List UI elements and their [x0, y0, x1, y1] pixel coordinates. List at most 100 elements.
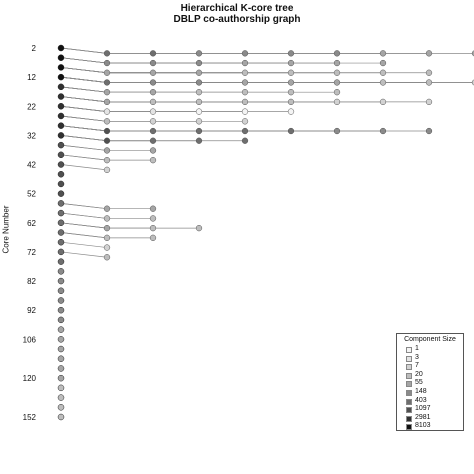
spine-node — [57, 277, 65, 285]
tree-node — [103, 166, 111, 174]
legend-item: 1 — [397, 345, 463, 354]
y-tick-label: 106 — [23, 335, 37, 344]
edge — [60, 251, 108, 258]
tree-node — [241, 127, 249, 135]
spine-node — [57, 268, 65, 275]
tree-node — [195, 79, 203, 86]
legend-swatch — [406, 381, 412, 388]
legend-label: 1 — [415, 345, 419, 352]
spine-node — [57, 112, 65, 120]
chart-subtitle: DBLP co-authorship graph — [173, 14, 301, 25]
edges-layer — [60, 47, 474, 258]
tree-node — [195, 69, 203, 76]
spine-node — [57, 404, 65, 411]
spine-node — [57, 132, 65, 139]
tree-node — [149, 118, 157, 125]
edge — [60, 241, 108, 248]
edge — [60, 154, 108, 161]
tree-node — [333, 69, 341, 76]
legend-swatch — [406, 372, 412, 379]
spine-node — [57, 209, 65, 217]
legend-swatch — [406, 364, 412, 371]
spine-node — [57, 238, 65, 246]
y-tick-label: 2 — [32, 44, 37, 53]
legend-label: 20 — [415, 370, 423, 378]
tree-node — [379, 50, 387, 57]
legend-swatch — [406, 389, 412, 396]
edge — [60, 212, 108, 219]
spine-node — [57, 316, 65, 324]
tree-node — [149, 215, 157, 222]
tree-node — [103, 89, 111, 96]
tree-node — [103, 108, 111, 115]
tree-node — [425, 127, 433, 135]
tree-node — [149, 234, 157, 241]
y-tick-label: 22 — [27, 102, 36, 111]
legend-label: 55 — [415, 379, 423, 387]
y-tick-label: 52 — [27, 190, 36, 199]
spine-node — [57, 93, 65, 100]
tree-node — [287, 98, 295, 106]
spine-node — [57, 170, 65, 178]
y-tick-label: 62 — [27, 219, 36, 228]
tree-node — [425, 79, 433, 86]
edge — [60, 232, 108, 239]
spine-node — [57, 355, 65, 362]
spine-node — [57, 306, 65, 314]
spine-node — [57, 219, 65, 227]
tree-node — [287, 127, 295, 135]
tree-node — [287, 89, 295, 96]
spine-node — [57, 64, 65, 71]
spine-node — [57, 345, 65, 353]
spine-node — [57, 413, 65, 421]
tree-node — [195, 108, 203, 115]
tree-node — [103, 50, 111, 57]
edge — [60, 203, 108, 210]
tree-node — [379, 79, 387, 86]
y-tick-label: 120 — [23, 374, 37, 383]
tree-node — [379, 98, 387, 106]
edge — [60, 135, 108, 142]
tree-node — [103, 205, 111, 212]
tree-node — [149, 127, 157, 135]
legend-title: Component Size — [404, 336, 456, 343]
spine-node — [57, 258, 65, 265]
tree-node — [241, 89, 249, 96]
edge — [60, 57, 108, 64]
tree-node — [287, 108, 295, 115]
legend-label: 148 — [415, 387, 427, 395]
legend-label: 403 — [415, 396, 427, 404]
legend-label: 2981 — [415, 413, 431, 421]
tree-node — [241, 118, 249, 125]
tree-node — [149, 147, 157, 154]
legend-item: 55 — [397, 379, 463, 388]
spine-node — [57, 248, 65, 256]
tree-node — [425, 50, 433, 57]
y-tick-label: 32 — [27, 131, 36, 140]
y-tick-label: 12 — [27, 73, 36, 82]
legend-label: 7 — [415, 362, 419, 370]
tree-node — [103, 59, 111, 67]
tree-node — [287, 50, 295, 57]
tree-node — [241, 69, 249, 76]
tree-node — [149, 224, 157, 232]
chart-title-line: Hierarchical K-core tree — [180, 3, 294, 14]
spine-node — [57, 103, 65, 110]
tree-node — [149, 89, 157, 96]
tree-node — [287, 59, 295, 67]
tree-node — [103, 147, 111, 154]
spine-node — [57, 73, 65, 81]
tree-node — [241, 108, 249, 115]
tree-node — [103, 224, 111, 232]
spine-node — [57, 297, 65, 304]
tree-node — [149, 108, 157, 115]
tree-node — [287, 69, 295, 76]
tree-node — [287, 79, 295, 86]
edge — [60, 222, 108, 229]
edge — [60, 96, 108, 103]
tree-node — [195, 118, 203, 125]
edge — [60, 115, 108, 122]
edge — [60, 105, 108, 112]
edge — [60, 86, 108, 93]
spine-node — [57, 141, 65, 149]
